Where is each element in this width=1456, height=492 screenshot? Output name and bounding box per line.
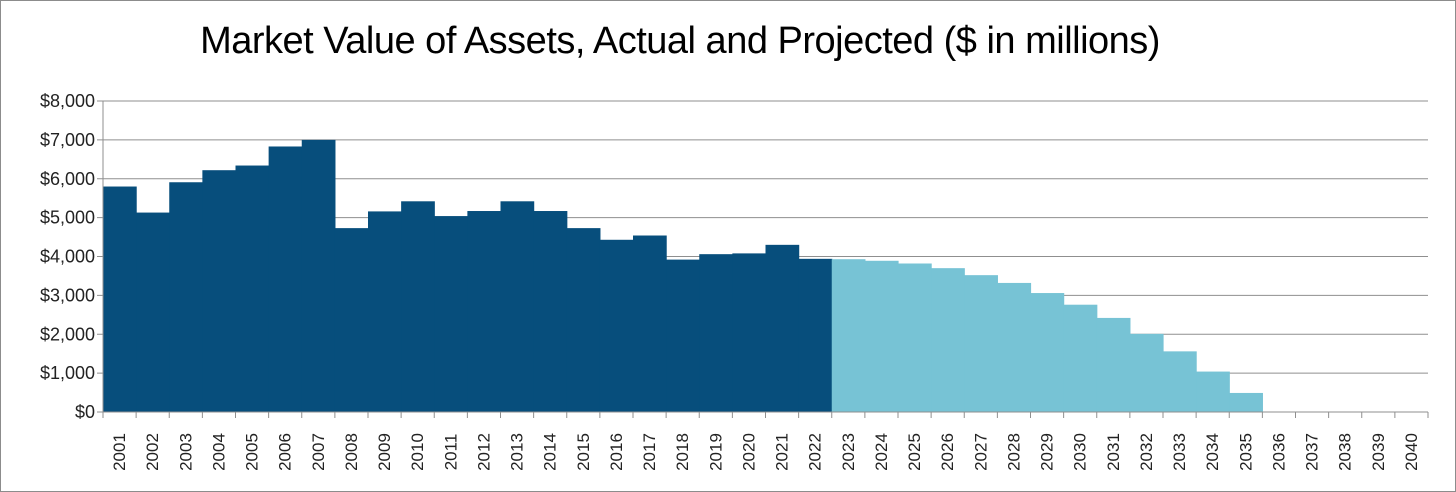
x-tick-label: 2031 xyxy=(1104,433,1123,471)
axes xyxy=(102,101,1429,418)
x-tick-label: 2018 xyxy=(673,433,692,471)
x-tick-label: 2006 xyxy=(276,433,295,471)
bars xyxy=(103,139,1263,412)
x-tick-label: 2017 xyxy=(640,433,659,471)
bar-2009 xyxy=(368,211,402,412)
bar-2031 xyxy=(1096,317,1131,412)
x-tick-label: 2032 xyxy=(1137,433,1156,471)
x-tick-label: 2030 xyxy=(1071,433,1090,471)
bar-2032 xyxy=(1129,333,1164,412)
bar-2012 xyxy=(467,211,502,412)
bar-2028 xyxy=(997,282,1032,412)
bar-2014 xyxy=(533,211,568,412)
bar-2026 xyxy=(931,268,965,412)
x-tick-label: 2029 xyxy=(1038,433,1057,471)
bar-2007 xyxy=(301,139,336,412)
x-tick-label: 2040 xyxy=(1402,433,1421,471)
x-tick-label: 2019 xyxy=(706,433,725,471)
bar-2017 xyxy=(633,235,667,412)
x-tick-label: 2026 xyxy=(938,433,957,471)
bar-2003 xyxy=(169,182,203,412)
bar-2010 xyxy=(401,201,435,412)
bar-2023 xyxy=(831,259,866,412)
x-tick-label: 2008 xyxy=(342,433,361,471)
x-tick-label: 2013 xyxy=(508,433,527,471)
x-tick-label: 2034 xyxy=(1203,433,1222,471)
x-tick-label: 2012 xyxy=(474,433,493,471)
x-tick-label: 2024 xyxy=(872,433,891,471)
x-tick-label: 2028 xyxy=(1004,433,1023,471)
bar-2019 xyxy=(699,254,733,412)
bar-2013 xyxy=(500,201,535,412)
x-tick-label: 2020 xyxy=(739,433,758,471)
bar-2035 xyxy=(1229,392,1263,412)
x-tick-label: 2010 xyxy=(408,433,427,471)
bar-2034 xyxy=(1196,371,1230,412)
x-tick-label: 2038 xyxy=(1336,433,1355,471)
bar-2029 xyxy=(1030,293,1065,412)
x-tick-label: 2023 xyxy=(839,433,858,471)
y-tick-label: $4,000 xyxy=(40,247,95,267)
y-tick-label: $5,000 xyxy=(40,208,95,228)
chart-title: Market Value of Assets, Actual and Proje… xyxy=(200,20,1160,62)
x-tick-label: 2036 xyxy=(1269,433,1288,471)
bar-2002 xyxy=(136,212,170,412)
bar-2033 xyxy=(1163,351,1197,412)
bar-2004 xyxy=(202,170,237,412)
y-tick-label: $1,000 xyxy=(40,363,95,383)
bar-2020 xyxy=(732,253,767,412)
x-tick-label: 2016 xyxy=(607,433,626,471)
x-tick-label: 2003 xyxy=(176,433,195,471)
x-tick-label: 2002 xyxy=(143,433,162,471)
y-tick-label: $8,000 xyxy=(40,91,95,111)
bar-2024 xyxy=(864,260,899,412)
x-tick-label: 2011 xyxy=(441,434,460,471)
x-tick-label: 2022 xyxy=(806,433,825,471)
bar-2018 xyxy=(666,259,700,412)
x-tick-label: 2039 xyxy=(1369,433,1388,471)
bar-2022 xyxy=(798,258,833,412)
x-tick-label: 2004 xyxy=(209,433,228,471)
bar-2011 xyxy=(434,216,468,412)
x-tick-labels: 2001 2002 2003 2004 2005 2006 2007 2008 2009 2010… xyxy=(110,433,1421,471)
x-tick-label: 2035 xyxy=(1236,433,1255,471)
bar-2027 xyxy=(964,275,998,412)
x-tick-label: 2025 xyxy=(905,433,924,471)
bar-2015 xyxy=(566,228,601,412)
x-tick-label: 2014 xyxy=(541,433,560,471)
x-tick-label: 2001 xyxy=(110,433,129,471)
bar-2021 xyxy=(765,244,800,412)
y-tick-label: $3,000 xyxy=(40,285,95,305)
bar-2006 xyxy=(268,146,303,412)
y-tick-label: $2,000 xyxy=(40,324,95,344)
x-tick-label: 2027 xyxy=(971,433,990,471)
x-tick-label: 2005 xyxy=(243,433,262,471)
x-tick-label: 2007 xyxy=(309,433,328,471)
bar-2025 xyxy=(898,263,932,412)
x-tick-label: 2009 xyxy=(375,433,394,471)
y-tick-label: $7,000 xyxy=(40,130,95,150)
bar-2008 xyxy=(334,228,369,412)
bar-2030 xyxy=(1063,304,1098,412)
bar-2016 xyxy=(599,239,634,412)
x-tick-label: 2021 xyxy=(773,433,792,471)
bar-2001 xyxy=(103,186,137,412)
y-tick-labels: $0 $1,000 $2,000 $3,000 $4,000 $5,000 $6,000 $7… xyxy=(40,91,95,422)
x-tick-label: 2037 xyxy=(1303,433,1322,471)
x-tick-label: 2015 xyxy=(574,433,593,471)
y-tick-label: $6,000 xyxy=(40,169,95,189)
y-tick-label: $0 xyxy=(75,402,95,422)
bar-2005 xyxy=(235,165,270,412)
x-tick-label: 2033 xyxy=(1170,433,1189,471)
